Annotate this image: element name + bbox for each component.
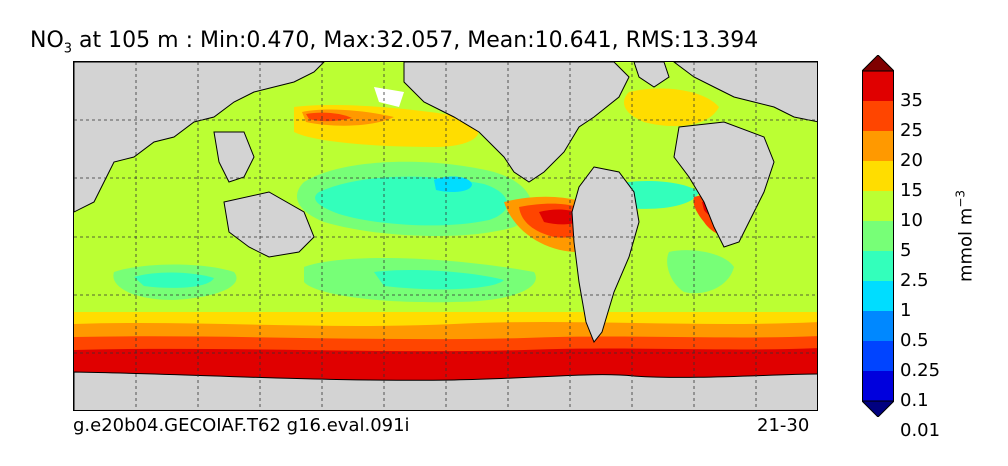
ocean-map (74, 62, 817, 410)
case-label: g.e20b04.GECOIAF.T62 g16.eval.091i (73, 415, 410, 436)
colorbar-tick-label: 0.25 (900, 360, 941, 381)
colorbar-segment (862, 71, 894, 102)
land-eurasia-east (673, 62, 817, 123)
colorbar-segments (862, 55, 894, 417)
graticule (74, 62, 817, 410)
colorbar-tick-label: 0.5 (900, 330, 929, 351)
land-greenland (633, 62, 670, 88)
colorbar-extend-top (862, 55, 894, 72)
land-africa (673, 121, 775, 248)
unit-text: mmol m (955, 207, 977, 283)
map-panel (73, 61, 818, 411)
arctic-white-2 (374, 87, 404, 107)
colorbar-tick-label: 0.1 (900, 390, 929, 411)
land-south-america (571, 166, 640, 343)
colorbar-tick-label: 15 (900, 180, 923, 201)
title-stats: at 105 m : Min:0.470, Max:32.057, Mean:1… (72, 28, 759, 53)
colorbar-segment (862, 161, 894, 192)
land-asia-south (213, 131, 255, 183)
colorbar-tick-label: 0.01 (900, 420, 941, 441)
colorbar-frame (862, 70, 894, 402)
colorbar-segment (862, 341, 894, 372)
colorbar-tick-label: 5 (900, 240, 912, 261)
colorbar-segment (862, 311, 894, 342)
colorbar-unit: mmol m−3 (954, 190, 977, 282)
land-eurasia-west (74, 62, 325, 213)
indian-ocean-core (134, 272, 214, 288)
colorbar-tick-label: 1 (900, 300, 912, 321)
colorbar (862, 55, 894, 417)
title-variable: NO (30, 28, 64, 53)
colorbar-tick-label: 10 (900, 210, 923, 231)
colorbar-segment (862, 101, 894, 132)
colorbar-tick-label: 35 (900, 90, 923, 111)
colorbar-segment (862, 371, 894, 402)
land-north-america (403, 62, 630, 183)
land-australia (223, 191, 315, 258)
colorbar-tick-label: 20 (900, 150, 923, 171)
colorbar-extend-bottom (862, 400, 894, 417)
map-title: NO3 at 105 m : Min:0.470, Max:32.057, Me… (30, 28, 758, 56)
colorbar-segment (862, 221, 894, 252)
south-pacific-core (374, 269, 504, 290)
colorbar-tick-label: 2.5 (900, 270, 929, 291)
north-atlantic-subpolar (624, 88, 719, 127)
colorbar-tick-label: 25 (900, 120, 923, 141)
colorbar-segment (862, 251, 894, 282)
colorbar-segment (862, 191, 894, 222)
title-subscript: 3 (63, 41, 73, 57)
colorbar-segment (862, 281, 894, 312)
years-label: 21-30 (757, 415, 810, 436)
unit-exponent: −3 (953, 189, 968, 208)
colorbar-segment (862, 131, 894, 162)
north-pacific-min (434, 176, 472, 192)
south-atlantic-gyre (667, 250, 734, 294)
kamchatka-20 (306, 112, 352, 122)
